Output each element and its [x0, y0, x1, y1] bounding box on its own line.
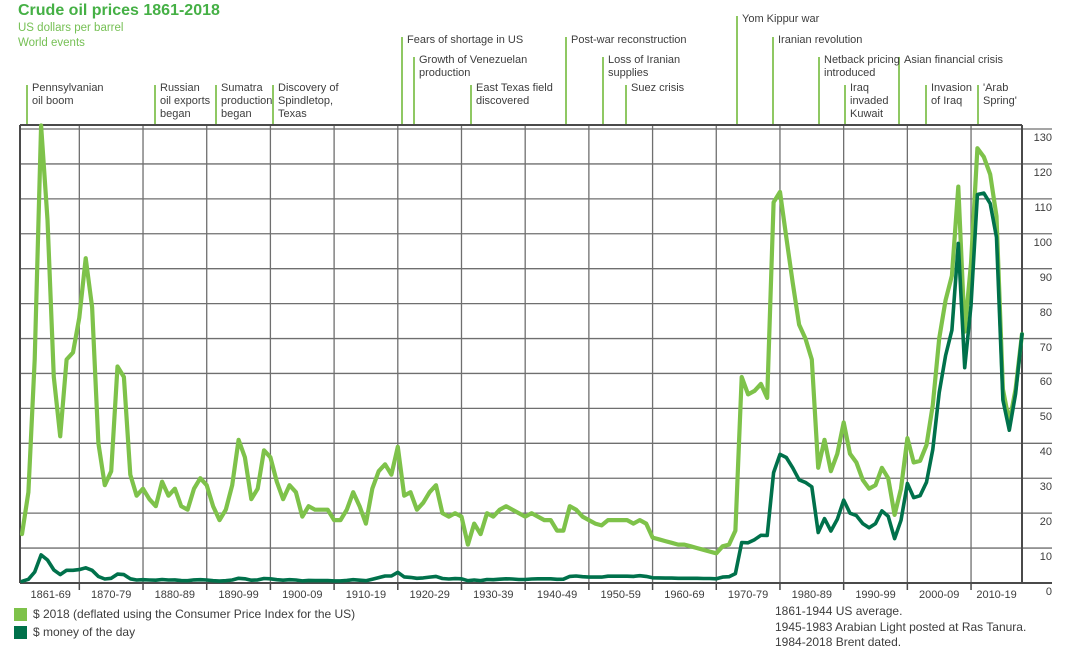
event-label: Fears of shortage in US	[407, 34, 524, 46]
x-tick-label: 1861-69	[30, 589, 71, 601]
event-label: East Texas field discovered	[476, 82, 553, 107]
x-tick-label: 1900-09	[282, 589, 323, 601]
y-tick-label: 90	[1039, 271, 1052, 284]
event-label: Discovery of Spindletop, Texas	[278, 82, 339, 120]
y-tick-label: 120	[1033, 166, 1052, 179]
y-tick-label: 110	[1034, 201, 1052, 214]
legend-item-money-of-day: $ money of the day	[14, 625, 135, 639]
x-tick-label: 1930-39	[473, 589, 514, 601]
x-tick-label: 1940-49	[536, 589, 578, 601]
world-events-caption: World events	[18, 37, 85, 49]
note-line-3: 1984-2018 Brent dated.	[775, 635, 902, 649]
event-label: Invasion of Iraq	[931, 82, 972, 107]
note-line-1: 1861-1944 US average.	[775, 604, 903, 618]
event-label: Russian oil exports began	[160, 82, 211, 120]
page-title: Crude oil prices 1861-2018	[18, 2, 220, 19]
legend-swatch-money-of-day	[14, 625, 27, 639]
x-tick-label: 1880-89	[154, 589, 196, 601]
source-notes: 1861-1944 US average. 1945-1983 Arabian …	[775, 604, 1026, 651]
event-label: 'Arab Spring'	[983, 82, 1017, 107]
chart-subtitle: US dollars per barrel	[18, 22, 124, 34]
event-label: Iraq invaded Kuwait	[850, 82, 889, 120]
legend-swatch-2018	[14, 607, 27, 621]
x-tick-label: 2010-19	[976, 589, 1017, 601]
event-label: Yom Kippur war	[742, 13, 820, 25]
y-tick-label: 60	[1039, 376, 1052, 389]
event-label: Growth of Venezuelan production	[419, 54, 528, 79]
x-tick-label: 1950-59	[600, 589, 641, 601]
y-tick-label: 100	[1033, 236, 1052, 249]
x-tick-label: 1970-79	[727, 589, 769, 601]
x-tick-label: 1910-19	[345, 589, 387, 601]
event-label: Loss of Iranian supplies	[608, 54, 681, 79]
x-tick-label: 1870-79	[90, 589, 132, 601]
x-tick-label: 1890-99	[218, 589, 259, 601]
price-line-2018-dollars	[19, 123, 1025, 556]
x-tick-label: 1980-89	[791, 589, 832, 601]
event-label: Sumatra production began	[221, 82, 273, 120]
event-label: Netback pricing introduced	[824, 54, 900, 79]
y-tick-label: 40	[1039, 446, 1052, 459]
legend-item-2018-dollars: $ 2018 (deflated using the Consumer Pric…	[14, 607, 355, 621]
legend-label-2018: $ 2018 (deflated using the Consumer Pric…	[33, 607, 356, 621]
x-tick-label: 1960-69	[664, 589, 705, 601]
price-line-money-of-day	[20, 191, 1024, 584]
x-tick-label: 2000-09	[919, 589, 960, 601]
x-tick-label: 1990-99	[855, 589, 896, 601]
y-tick-label: 130	[1033, 132, 1052, 144]
note-line-2: 1945-1983 Arabian Light posted at Ras Ta…	[775, 619, 1027, 634]
y-tick-label: 20	[1039, 516, 1052, 529]
event-label: Iranian revolution	[778, 34, 863, 46]
y-tick-label: 70	[1039, 341, 1052, 354]
y-tick-label: 50	[1039, 411, 1052, 424]
event-label: Asian financial crisis	[904, 54, 1004, 66]
event-label: Suez crisis	[631, 82, 685, 94]
event-label: Post-war reconstruction	[571, 34, 687, 46]
legend-label-money-of-day: $ money of the day	[33, 625, 136, 639]
x-tick-label: 1920-29	[409, 589, 450, 601]
y-tick-label: 30	[1039, 481, 1052, 494]
y-tick-label: 10	[1039, 551, 1052, 564]
y-tick-label: 80	[1039, 306, 1052, 319]
y-tick-label: 0	[1045, 586, 1052, 598]
event-label: Pennsylvanian oil boom	[32, 82, 104, 107]
